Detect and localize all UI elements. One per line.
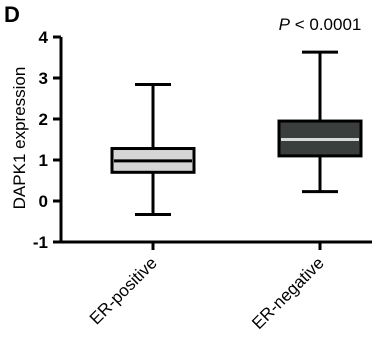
- y-tick-label: 2: [39, 110, 48, 129]
- y-tick-label: 4: [39, 28, 49, 47]
- p-value-annotation: P < 0.0001: [279, 15, 362, 34]
- p-value-text: < 0.0001: [290, 15, 361, 34]
- panel-label: D: [4, 2, 20, 27]
- y-tick-label: 3: [39, 69, 48, 88]
- box-er-positive: [110, 83, 196, 217]
- category-label: ER-negative: [248, 253, 328, 333]
- axes: 4 3 2 1 0 -1: [33, 28, 372, 252]
- y-tick-label: -1: [33, 233, 48, 252]
- category-labels: ER-positive ER-negative: [86, 253, 328, 333]
- box-er-negative: [277, 50, 363, 194]
- y-tick-label: 0: [39, 192, 48, 211]
- y-tick-label: 1: [39, 151, 48, 170]
- category-label: ER-positive: [86, 253, 161, 328]
- box-plots: [110, 50, 363, 217]
- y-axis-title: DAPK1 expression: [10, 67, 29, 210]
- p-symbol: P: [279, 15, 291, 34]
